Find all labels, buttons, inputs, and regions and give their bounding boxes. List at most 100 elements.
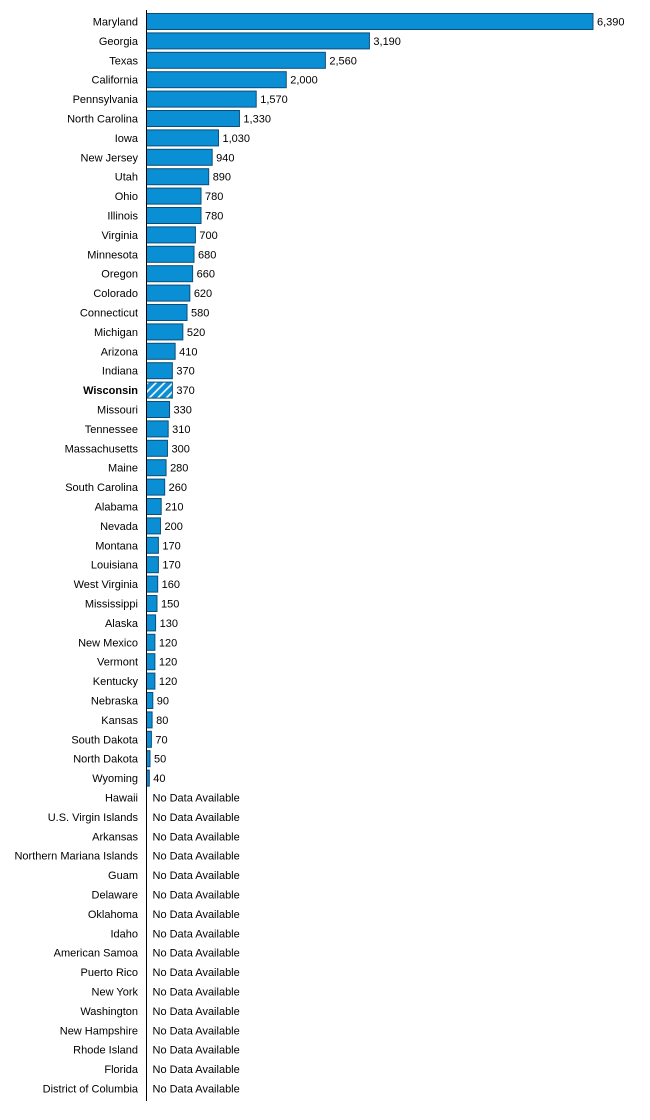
- category-label: Northern Mariana Islands: [14, 851, 138, 863]
- bar: [146, 129, 219, 147]
- bar: [146, 401, 171, 418]
- no-data-label: No Data Available: [153, 1006, 240, 1018]
- category-label: North Carolina: [67, 114, 139, 126]
- no-data-label: No Data Available: [153, 812, 240, 824]
- category-label: Colorado: [93, 288, 138, 300]
- category-label: Delaware: [92, 890, 138, 902]
- bar: [146, 633, 156, 651]
- category-label: Nevada: [100, 521, 139, 533]
- no-data-label: No Data Available: [153, 909, 240, 921]
- category-label: Kentucky: [93, 676, 139, 688]
- value-label: 580: [191, 308, 209, 320]
- bar: [146, 556, 159, 574]
- bar: [146, 692, 154, 709]
- value-label: 40: [153, 773, 165, 785]
- category-label: New Mexico: [78, 637, 138, 649]
- category-label: West Virginia: [74, 579, 139, 591]
- value-label: 280: [170, 463, 188, 475]
- category-label: Illinois: [107, 211, 138, 223]
- value-label: 90: [157, 696, 169, 708]
- value-label: 330: [174, 405, 192, 417]
- bar: [146, 575, 159, 593]
- no-data-label: No Data Available: [153, 1084, 240, 1096]
- bar: [146, 595, 158, 612]
- category-label: Hawaii: [105, 793, 138, 805]
- bar: [146, 245, 195, 263]
- value-label: 410: [179, 346, 197, 358]
- value-label: 700: [199, 230, 217, 242]
- category-label: Virginia: [102, 230, 139, 242]
- bar: [146, 148, 213, 166]
- bar: [146, 672, 156, 690]
- bar: [146, 459, 167, 477]
- bar: [146, 439, 168, 457]
- bar: [146, 711, 153, 729]
- bar: [146, 110, 240, 127]
- value-label: 130: [160, 618, 178, 630]
- value-label: 310: [172, 424, 190, 436]
- category-label: Pennsylvania: [73, 94, 139, 106]
- category-label: Rhode Island: [73, 1045, 138, 1057]
- value-label: 170: [162, 560, 180, 572]
- no-data-label: No Data Available: [153, 1045, 240, 1057]
- bar: [146, 653, 156, 671]
- category-label: South Dakota: [71, 734, 139, 746]
- value-label: 370: [176, 366, 194, 378]
- category-label: Wisconsin: [83, 385, 138, 397]
- bar: [146, 420, 169, 438]
- value-label: 260: [169, 482, 187, 494]
- bar: [146, 536, 159, 554]
- value-label: 890: [213, 172, 231, 184]
- no-data-label: No Data Available: [153, 928, 240, 940]
- bar: [146, 207, 202, 224]
- category-label: Massachusetts: [65, 443, 139, 455]
- category-label: North Dakota: [73, 754, 139, 766]
- category-label: Mississippi: [85, 599, 138, 611]
- value-label: 300: [171, 443, 189, 455]
- bar: [146, 71, 287, 89]
- category-label: Arizona: [101, 346, 139, 358]
- category-label: Utah: [115, 172, 138, 184]
- bar: [146, 362, 173, 380]
- category-label: Oklahoma: [88, 909, 139, 921]
- category-label: Guam: [108, 870, 138, 882]
- value-label: 680: [198, 249, 216, 261]
- value-label: 70: [155, 734, 167, 746]
- category-label: New Jersey: [81, 152, 139, 164]
- category-label: Maine: [108, 463, 138, 475]
- bar: [146, 90, 257, 108]
- bar: [146, 51, 326, 69]
- no-data-label: No Data Available: [153, 1064, 240, 1076]
- category-label: Arkansas: [92, 831, 138, 843]
- category-label: South Carolina: [65, 482, 139, 494]
- value-label: 120: [159, 657, 177, 669]
- value-label: 170: [162, 540, 180, 552]
- value-label: 200: [164, 521, 182, 533]
- category-label: Texas: [109, 55, 138, 67]
- value-label: 780: [205, 211, 223, 223]
- no-data-label: No Data Available: [153, 793, 240, 805]
- category-label: New York: [92, 987, 139, 999]
- value-label: 80: [156, 715, 168, 727]
- category-label: Kansas: [101, 715, 138, 727]
- category-label: California: [92, 75, 139, 87]
- category-label: Michigan: [94, 327, 138, 339]
- category-label: Oregon: [101, 269, 138, 281]
- bar: [146, 730, 152, 748]
- category-label: Montana: [95, 540, 139, 552]
- bar: [146, 517, 161, 535]
- value-label: 1,570: [260, 94, 288, 106]
- category-label: Alabama: [95, 502, 139, 514]
- value-label: 6,390: [597, 17, 625, 29]
- no-data-label: No Data Available: [153, 1025, 240, 1037]
- category-label: Idaho: [110, 928, 138, 940]
- value-label: 2,000: [290, 75, 318, 87]
- no-data-label: No Data Available: [153, 948, 240, 960]
- category-label: Vermont: [97, 657, 138, 669]
- category-label: Louisiana: [91, 560, 139, 572]
- bar: [146, 342, 176, 360]
- bar: [146, 304, 188, 321]
- category-label: Puerto Rico: [81, 967, 138, 979]
- bar: [146, 187, 202, 205]
